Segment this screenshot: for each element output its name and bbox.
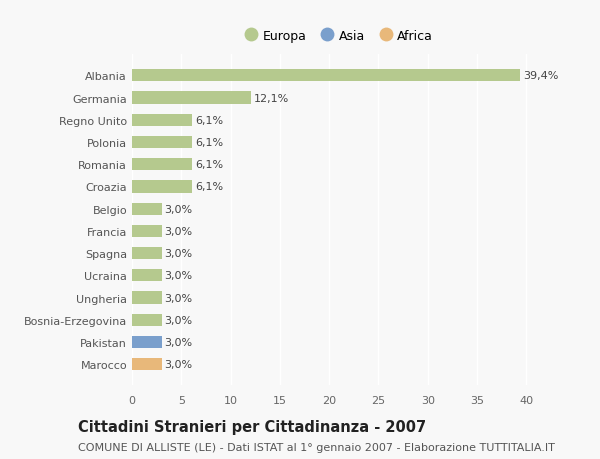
Text: 3,0%: 3,0% <box>164 226 193 236</box>
Text: 12,1%: 12,1% <box>254 93 289 103</box>
Legend: Europa, Asia, Africa: Europa, Asia, Africa <box>240 25 438 48</box>
Bar <box>132 70 520 82</box>
Text: 3,0%: 3,0% <box>164 249 193 258</box>
Text: 6,1%: 6,1% <box>195 116 223 125</box>
Text: COMUNE DI ALLISTE (LE) - Dati ISTAT al 1° gennaio 2007 - Elaborazione TUTTITALIA: COMUNE DI ALLISTE (LE) - Dati ISTAT al 1… <box>78 442 555 452</box>
Text: 6,1%: 6,1% <box>195 160 223 170</box>
Text: 3,0%: 3,0% <box>164 337 193 347</box>
Bar <box>132 181 192 193</box>
Text: 3,0%: 3,0% <box>164 293 193 303</box>
Bar <box>132 137 192 149</box>
Text: 6,1%: 6,1% <box>195 138 223 148</box>
Bar <box>132 114 192 127</box>
Text: 3,0%: 3,0% <box>164 359 193 369</box>
Text: 6,1%: 6,1% <box>195 182 223 192</box>
Bar <box>132 358 161 370</box>
Text: 3,0%: 3,0% <box>164 271 193 281</box>
Bar <box>132 159 192 171</box>
Bar <box>132 269 161 282</box>
Text: 3,0%: 3,0% <box>164 315 193 325</box>
Bar <box>132 92 251 105</box>
Text: 39,4%: 39,4% <box>523 71 559 81</box>
Bar <box>132 292 161 304</box>
Text: 3,0%: 3,0% <box>164 204 193 214</box>
Bar <box>132 203 161 215</box>
Bar <box>132 247 161 260</box>
Bar <box>132 225 161 237</box>
Bar <box>132 314 161 326</box>
Text: Cittadini Stranieri per Cittadinanza - 2007: Cittadini Stranieri per Cittadinanza - 2… <box>78 419 426 434</box>
Bar <box>132 336 161 348</box>
